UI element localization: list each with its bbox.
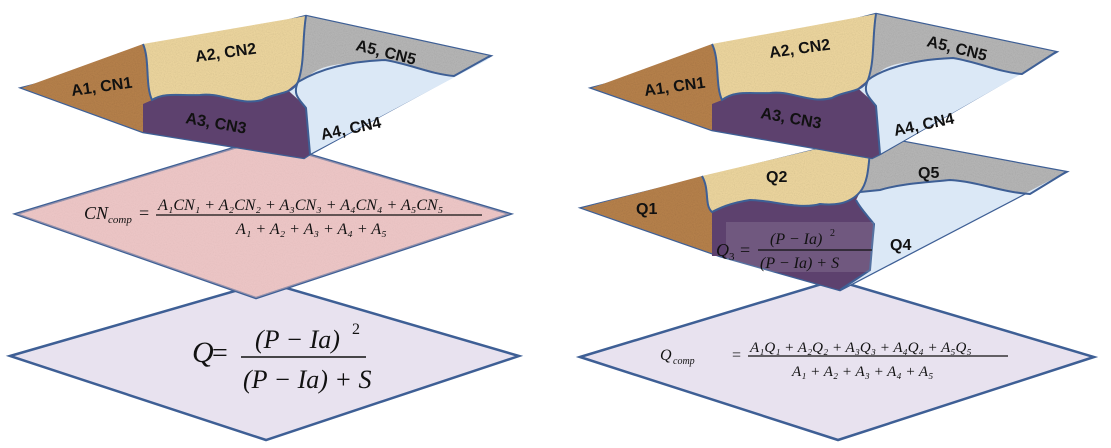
region-q1 [582,176,720,256]
left-diagram: Q = (P − Ia) 2 (P − Ia) + S CN comp = A₁… [5,14,524,442]
region-q4 [840,172,1066,290]
region-q3 [712,192,874,290]
q3-formula-numerator: (P − Ia) [770,231,822,248]
svg-text:=: = [740,240,750,260]
q3-formula-exponent: 2 [830,228,835,239]
q3-formula-denominator: (P − Ia) + S [760,255,839,272]
region-a5 [298,16,490,82]
left-top-layer: A1, CN1 A2, CN2 A3, CN3 A4, CN4 A5, CN5 [17,14,494,160]
label-q5: Q5 [918,165,939,182]
left-bottom-layer: Q = (P − Ia) 2 (P − Ia) + S [5,280,524,442]
svg-text:=: = [139,203,149,223]
right-region-a5 [868,14,1056,80]
left-bottom-formula: Q = (P − Ia) 2 (P − Ia) + S [192,321,371,394]
middle-formula-denominator: A₁ + A₂ + A₃ + A₄ + A₅ [235,221,387,238]
right-diagram: Q comp = A₁Q₁ + A₂Q₂ + A₃Q₃ + A₄Q₄ + A₅Q… [575,12,1099,442]
region-a2 [143,16,306,102]
bottom-formula-exponent: 2 [352,321,360,338]
right-bottom-formula-lhs-sub: comp [673,356,695,367]
left-bottom-plate [5,280,524,442]
middle-formula-lhs-sub: comp [108,214,132,226]
bottom-formula-denominator: (P − Ia) + S [243,365,371,394]
right-bottom-formula-numerator: A₁Q₁ + A₂Q₂ + A₃Q₃ + A₄Q₄ + A₅Q₅ [749,340,972,356]
right-middle-layer: Q1 Q2 Q4 Q5 Q 3 = (P − Ia) 2 (P − Ia) + … [577,134,1070,292]
right-region-a1 [592,44,722,130]
region-a4 [288,56,490,154]
right-region-a4 [858,52,1056,154]
q3-formula-lhs-sub: 3 [729,251,735,263]
label-q4: Q4 [890,237,911,254]
svg-text:=: = [212,338,228,369]
right-bottom-plate [575,278,1099,442]
middle-formula-lhs: CN [84,203,109,223]
region-q5 [860,136,1066,194]
right-bottom-formula-lhs: Q [660,347,672,364]
q3-formula-lhs: Q [716,240,729,260]
bottom-formula-numerator: (P − Ia) [255,325,340,354]
label-q1: Q1 [636,201,657,218]
right-bottom-formula-denominator: A₁ + A₂ + A₃ + A₄ + A₅ [791,364,933,380]
left-middle-layer: CN comp = A₁CN₁ + A₂CN₂ + A₃CN₃ + A₄CN₄ … [11,138,515,300]
label-q2: Q2 [766,169,787,186]
left-middle-formula: CN comp = A₁CN₁ + A₂CN₂ + A₃CN₃ + A₄CN₄ … [84,197,482,238]
svg-text:=: = [732,347,741,364]
q3-formula: Q 3 = (P − Ia) 2 (P − Ia) + S [716,222,874,272]
right-bottom-formula: Q comp = A₁Q₁ + A₂Q₂ + A₃Q₃ + A₄Q₄ + A₅Q… [660,340,1008,380]
region-a1 [22,44,152,132]
right-region-a3 [712,80,880,158]
right-region-a2 [712,14,876,100]
region-a3 [143,82,310,158]
middle-formula-numerator: A₁CN₁ + A₂CN₂ + A₃CN₃ + A₄CN₄ + A₅CN₅ [157,197,443,214]
right-top-layer: A1, CN1 A2, CN2 A3, CN3 A4, CN4 A5, CN5 [587,12,1060,160]
right-bottom-layer: Q comp = A₁Q₁ + A₂Q₂ + A₃Q₃ + A₄Q₄ + A₅Q… [575,278,1099,442]
region-q2 [702,136,872,212]
bottom-formula-lhs: Q [192,336,214,369]
